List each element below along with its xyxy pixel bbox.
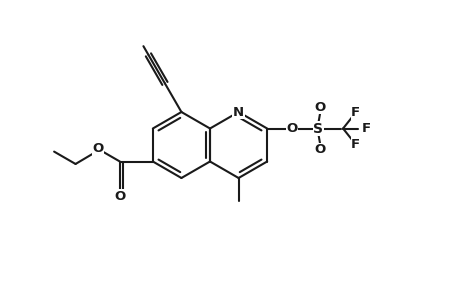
Text: F: F xyxy=(360,122,369,135)
Text: O: O xyxy=(114,190,125,203)
Text: O: O xyxy=(314,143,325,157)
Text: O: O xyxy=(314,100,325,114)
Text: O: O xyxy=(285,122,297,135)
Text: F: F xyxy=(350,106,359,119)
Text: O: O xyxy=(92,142,103,155)
Text: S: S xyxy=(313,122,323,136)
Text: N: N xyxy=(233,106,244,118)
Text: F: F xyxy=(350,138,359,151)
